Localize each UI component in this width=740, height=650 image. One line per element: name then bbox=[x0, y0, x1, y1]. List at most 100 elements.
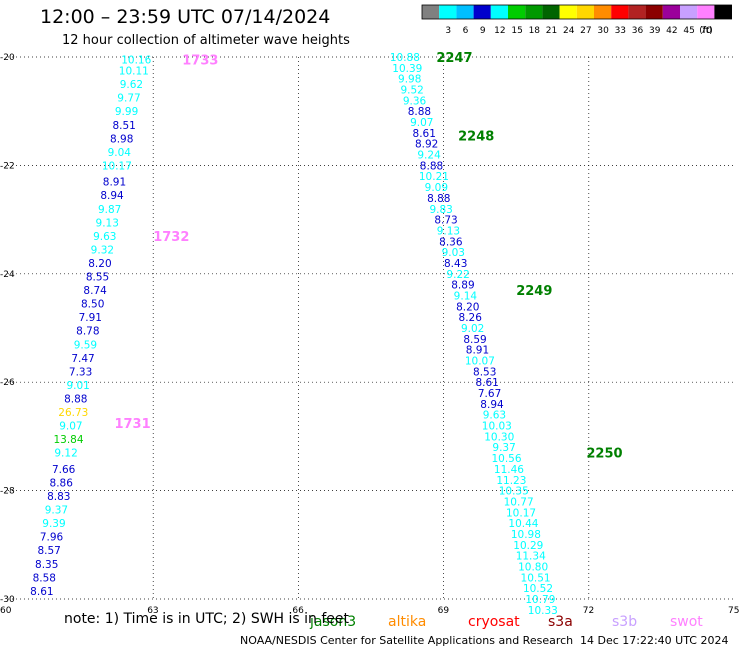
pass-time-label: 2247 bbox=[436, 51, 472, 66]
swh-data-label: 7.47 bbox=[71, 353, 94, 365]
colorbar-tick-label: 36 bbox=[632, 26, 644, 36]
colorbar-swatch bbox=[697, 5, 715, 19]
swh-data-label: 10.16 bbox=[121, 55, 151, 67]
swh-data-label: 9.98 bbox=[398, 74, 421, 86]
colorbar-swatch bbox=[542, 5, 560, 19]
footer-timestamp: 14 Dec 17:22:40 UTC 2024 bbox=[580, 634, 729, 647]
legend-satellite-jason3: jason3 bbox=[309, 614, 356, 630]
swh-data-label: 7.67 bbox=[478, 388, 501, 400]
swh-data-label: 9.63 bbox=[483, 410, 506, 422]
legend-satellite-altika: altika bbox=[388, 614, 426, 630]
swh-data-label: 9.32 bbox=[91, 244, 114, 256]
colorbar-swatch bbox=[490, 5, 508, 19]
swh-data-label: 8.94 bbox=[480, 399, 504, 411]
swh-data-label: 8.61 bbox=[413, 128, 436, 140]
chart-title: 12:00 – 23:59 UTC 07/14/2024 bbox=[40, 6, 331, 28]
swh-data-label: 10.17 bbox=[102, 160, 132, 172]
colorbar-tick-label: 27 bbox=[580, 26, 591, 36]
colorbar-tick-label: 18 bbox=[529, 26, 541, 36]
colorbar-swatch bbox=[439, 5, 457, 19]
colorbar-tick-label: 33 bbox=[615, 26, 626, 36]
colorbar-swatch bbox=[525, 5, 543, 19]
colorbar-swatch bbox=[559, 5, 577, 19]
swh-data-label: 10.52 bbox=[523, 583, 553, 595]
swh-data-label: 8.55 bbox=[86, 272, 109, 284]
y-tick-label: -22 bbox=[0, 161, 15, 171]
y-tick-label: -28 bbox=[0, 487, 15, 497]
swh-data-label: 8.36 bbox=[439, 236, 463, 248]
swh-data-label: 9.63 bbox=[93, 231, 116, 243]
swh-data-label: 9.37 bbox=[45, 505, 68, 517]
swh-data-label: 8.51 bbox=[112, 120, 135, 132]
colorbar-tick-label: 70 bbox=[701, 26, 713, 36]
swh-data-label: 9.09 bbox=[425, 182, 448, 194]
swh-data-label: 9.07 bbox=[59, 421, 82, 433]
swh-data-label: 10.30 bbox=[484, 431, 514, 443]
swh-data-label: 7.96 bbox=[40, 532, 64, 544]
swh-data-label: 9.59 bbox=[74, 339, 97, 351]
swh-data-label: 10.44 bbox=[508, 518, 538, 530]
swh-data-label: 8.57 bbox=[37, 545, 60, 557]
swh-data-label: 9.12 bbox=[54, 448, 77, 460]
swh-data-label: 8.91 bbox=[466, 345, 489, 357]
swh-data-label: 9.01 bbox=[66, 380, 89, 392]
colorbar-swatch bbox=[576, 5, 594, 19]
swh-data-label: 10.79 bbox=[525, 594, 555, 606]
swh-data-label: 8.98 bbox=[110, 133, 133, 145]
swh-data-label: 9.36 bbox=[403, 95, 427, 107]
swh-data-label: 8.88 bbox=[420, 160, 443, 172]
legend-satellite-swot: swot bbox=[670, 614, 703, 630]
colorbar-tick-label: 9 bbox=[480, 26, 486, 36]
note-text: note: 1) Time is in UTC; 2) SWH is in fe… bbox=[64, 611, 350, 627]
pass-time-label: 2250 bbox=[586, 447, 622, 462]
colorbar-tick-label: 6 bbox=[463, 26, 469, 36]
pass-time-label: 2248 bbox=[458, 130, 494, 145]
pass-time-label: 1732 bbox=[153, 230, 189, 245]
colorbar-tick-label: 3 bbox=[445, 26, 451, 36]
swh-data-label: 8.94 bbox=[100, 190, 124, 202]
swh-data-label: 10.29 bbox=[513, 540, 543, 552]
legend-satellite-s3a: s3a bbox=[548, 614, 573, 630]
colorbar-tick-label: 12 bbox=[494, 26, 505, 36]
x-tick-label: 60 bbox=[0, 606, 12, 616]
colorbar-swatch bbox=[594, 5, 612, 19]
swh-data-label: 9.62 bbox=[120, 79, 143, 91]
swh-data-label: 9.13 bbox=[437, 225, 460, 237]
swh-data-label: 10.11 bbox=[119, 66, 149, 78]
colorbar-swatch bbox=[680, 5, 698, 19]
swh-data-label: 7.33 bbox=[69, 366, 92, 378]
x-tick-label: 72 bbox=[583, 606, 594, 616]
swh-data-label: 10.03 bbox=[482, 421, 512, 433]
swh-data-label: 9.99 bbox=[115, 106, 138, 118]
colorbar-tick-label: 24 bbox=[563, 26, 575, 36]
chart-subtitle: 12 hour collection of altimeter wave hei… bbox=[62, 33, 350, 48]
swh-data-label: 8.91 bbox=[103, 177, 126, 189]
colorbar-swatch bbox=[714, 5, 732, 19]
swh-data-label: 7.91 bbox=[79, 312, 102, 324]
x-tick-label: 75 bbox=[728, 606, 739, 616]
colorbar-tick-label: 42 bbox=[666, 26, 677, 36]
swh-data-label: 11.23 bbox=[496, 475, 526, 487]
y-tick-label: -26 bbox=[0, 378, 15, 388]
swh-data-label: 8.20 bbox=[456, 301, 479, 313]
colorbar-tick-label: 45 bbox=[683, 26, 694, 36]
colorbar-swatch bbox=[645, 5, 663, 19]
swh-data-label: 8.78 bbox=[76, 326, 99, 338]
swh-data-label: 9.24 bbox=[417, 150, 441, 162]
y-tick-label: -24 bbox=[0, 270, 15, 280]
swh-data-label: 8.61 bbox=[475, 377, 498, 389]
y-tick-label: -20 bbox=[0, 53, 15, 63]
swh-data-label: 8.61 bbox=[30, 586, 53, 598]
swh-data-label: 8.88 bbox=[64, 393, 87, 405]
colorbar-swatch bbox=[456, 5, 474, 19]
swh-data-label: 9.07 bbox=[410, 117, 433, 129]
swh-data-label: 13.84 bbox=[53, 434, 83, 446]
colorbar-tick-label: 21 bbox=[546, 26, 557, 36]
swh-data-label: 9.52 bbox=[400, 85, 423, 97]
swh-data-label: 10.33 bbox=[528, 605, 558, 617]
swh-data-label: 9.37 bbox=[492, 442, 515, 454]
swh-data-label: 10.39 bbox=[392, 63, 422, 75]
swh-data-label: 9.22 bbox=[446, 269, 469, 281]
swh-data-label: 9.13 bbox=[96, 217, 119, 229]
